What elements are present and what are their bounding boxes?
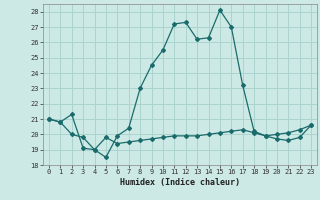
- X-axis label: Humidex (Indice chaleur): Humidex (Indice chaleur): [120, 178, 240, 187]
